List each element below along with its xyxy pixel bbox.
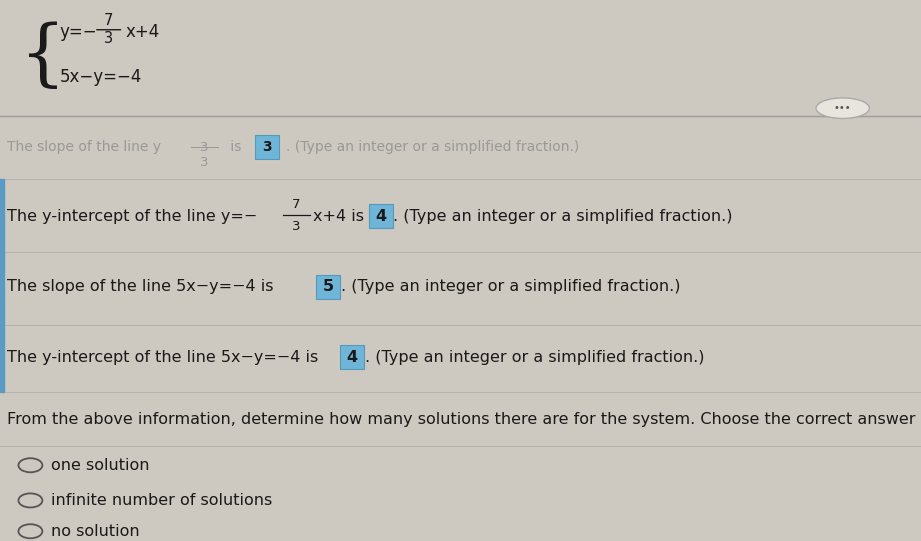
Text: no solution: no solution <box>51 524 139 539</box>
Text: . (Type an integer or a simplified fraction.): . (Type an integer or a simplified fract… <box>341 279 681 294</box>
Text: 3: 3 <box>200 156 209 169</box>
FancyBboxPatch shape <box>340 345 364 369</box>
Text: From the above information, determine how many solutions there are for the syste: From the above information, determine ho… <box>7 412 921 427</box>
Text: . (Type an integer or a simplified fraction.): . (Type an integer or a simplified fract… <box>365 349 705 365</box>
Text: 7: 7 <box>292 198 301 211</box>
Text: x+4 is: x+4 is <box>313 209 364 224</box>
Text: 4: 4 <box>376 209 387 224</box>
Text: 3: 3 <box>104 31 113 47</box>
Text: 5: 5 <box>322 279 333 294</box>
Text: 3: 3 <box>292 220 301 233</box>
Text: The y-intercept of the line y=−: The y-intercept of the line y=− <box>7 209 258 224</box>
Text: . (Type an integer or a simplified fraction.): . (Type an integer or a simplified fract… <box>286 140 578 154</box>
Text: one solution: one solution <box>51 458 149 473</box>
Text: 5x−y=−4: 5x−y=−4 <box>60 68 142 86</box>
Text: The slope of the line 5x−y=−4 is: The slope of the line 5x−y=−4 is <box>7 279 274 294</box>
Text: •••: ••• <box>834 103 852 113</box>
Text: 3: 3 <box>262 140 272 154</box>
Text: {: { <box>20 22 66 92</box>
Bar <box>0 179 4 392</box>
FancyBboxPatch shape <box>316 275 340 299</box>
Text: is: is <box>226 140 241 154</box>
Text: The y-intercept of the line 5x−y=−4 is: The y-intercept of the line 5x−y=−4 is <box>7 349 319 365</box>
Text: 7: 7 <box>104 13 113 28</box>
FancyBboxPatch shape <box>369 204 393 228</box>
Text: . (Type an integer or a simplified fraction.): . (Type an integer or a simplified fract… <box>393 209 733 224</box>
Text: infinite number of solutions: infinite number of solutions <box>51 493 272 508</box>
Ellipse shape <box>816 98 869 118</box>
Text: x+4: x+4 <box>125 23 159 42</box>
Text: 3: 3 <box>200 141 209 154</box>
Text: The slope of the line y: The slope of the line y <box>7 140 161 154</box>
Text: y=−: y=− <box>60 23 98 42</box>
FancyBboxPatch shape <box>255 135 279 159</box>
Text: 4: 4 <box>346 349 357 365</box>
